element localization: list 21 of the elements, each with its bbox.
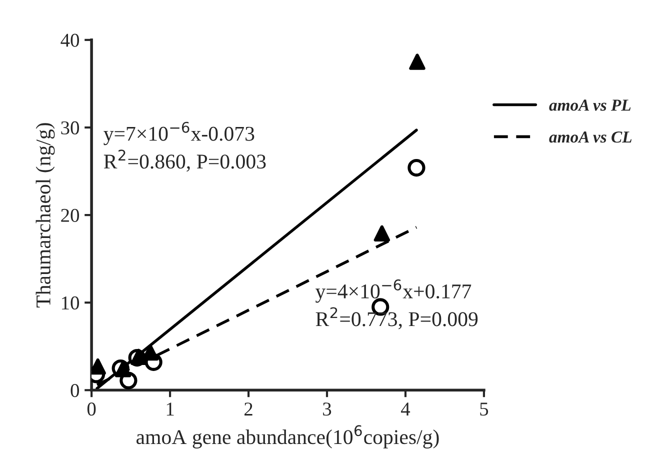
y-tick-label: 40 [60,34,80,47]
point [408,158,426,177]
x-tick-label: 2 [244,402,252,416]
text: y=7×10$^{−6}$x-0.073 R$^{2}$=0.860, P=0.003 [104,122,266,172]
x-tick-label: 1 [166,402,174,416]
x-tick-label: 0 [87,402,96,416]
x-tick-label: 3 [323,402,332,416]
y-tick-label: 0 [70,384,80,398]
x-axis-title: amoA gene abundance(10$^{6}$copies/g) [136,425,439,448]
y-tick-label: 10 [62,296,80,310]
text: y=4×10$^{−6}$x+0.177 R$^{2}$=0.773, P=0.009 [315,279,478,330]
point [114,361,132,378]
y-axis-title: Thaumarchaeol (ng/g) [36,123,55,308]
point [409,54,426,70]
legend-label: amoA vs PL [549,100,631,111]
y-tick-label: 30 [61,121,80,134]
legend-label: amoA vs CL [549,131,632,143]
x-tick-label: 4 [401,402,410,416]
y-tick-label: 20 [61,208,80,222]
point [374,225,390,242]
x-tick-label: 5 [480,402,488,416]
